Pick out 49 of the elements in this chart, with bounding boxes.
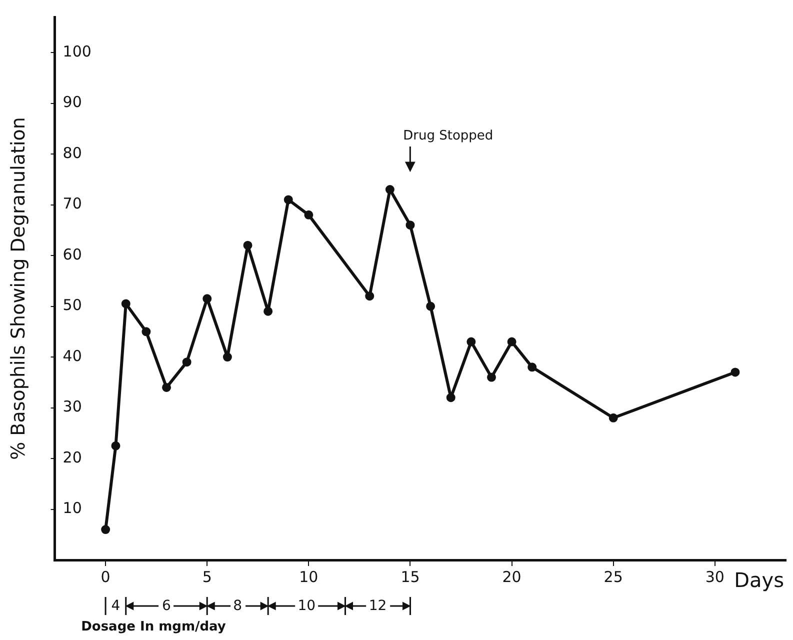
point (222, 352, 232, 362)
y-tick-label: 40 (62, 346, 82, 365)
point (446, 393, 456, 402)
point (426, 302, 436, 311)
point (142, 327, 151, 336)
point (264, 306, 273, 316)
point (121, 299, 130, 308)
point (182, 358, 192, 367)
text: 10 (294, 598, 319, 614)
y-axis-title: % Basophils Showing Degranulation (7, 117, 30, 460)
point (365, 292, 374, 301)
point (243, 240, 252, 250)
x-tick-label: 5 (202, 568, 212, 586)
point (304, 210, 314, 220)
point (486, 372, 496, 382)
x-tick-label: 0 (100, 568, 110, 586)
y-tick-label: 20 (62, 448, 82, 466)
point (111, 441, 120, 450)
annotation: Drug Stopped (403, 128, 494, 144)
x-axis-title: Days (734, 568, 784, 592)
point (101, 525, 110, 534)
text: 12 (366, 598, 390, 614)
point (284, 195, 293, 204)
y-tick-label: 80 (62, 144, 82, 162)
point (507, 337, 516, 346)
point (202, 294, 212, 304)
x-tick-label: 25 (604, 568, 623, 586)
text: Dosage In mgm/day (81, 620, 226, 634)
point (162, 382, 172, 392)
text: 8 (230, 598, 246, 614)
y-tick-label: 70 (62, 194, 82, 213)
text: 6 (159, 598, 174, 614)
y-tick-label: 10 (62, 499, 82, 518)
point (385, 185, 394, 194)
text: 4 (108, 598, 124, 614)
point (730, 368, 740, 377)
point (608, 413, 618, 422)
y-tick-label: 60 (62, 245, 82, 264)
x-tick-label: 10 (299, 568, 318, 586)
y-tick-label: 50 (62, 296, 82, 314)
point (406, 220, 415, 230)
x-tick-label: 30 (705, 568, 724, 586)
x-tick-label: 20 (502, 568, 522, 586)
x-tick-label: 15 (400, 568, 420, 586)
point (528, 362, 537, 372)
y-tick-label: 90 (62, 93, 82, 112)
y-tick-label: 100 (62, 42, 92, 60)
y-tick-label: 30 (62, 398, 82, 416)
point (466, 337, 476, 346)
